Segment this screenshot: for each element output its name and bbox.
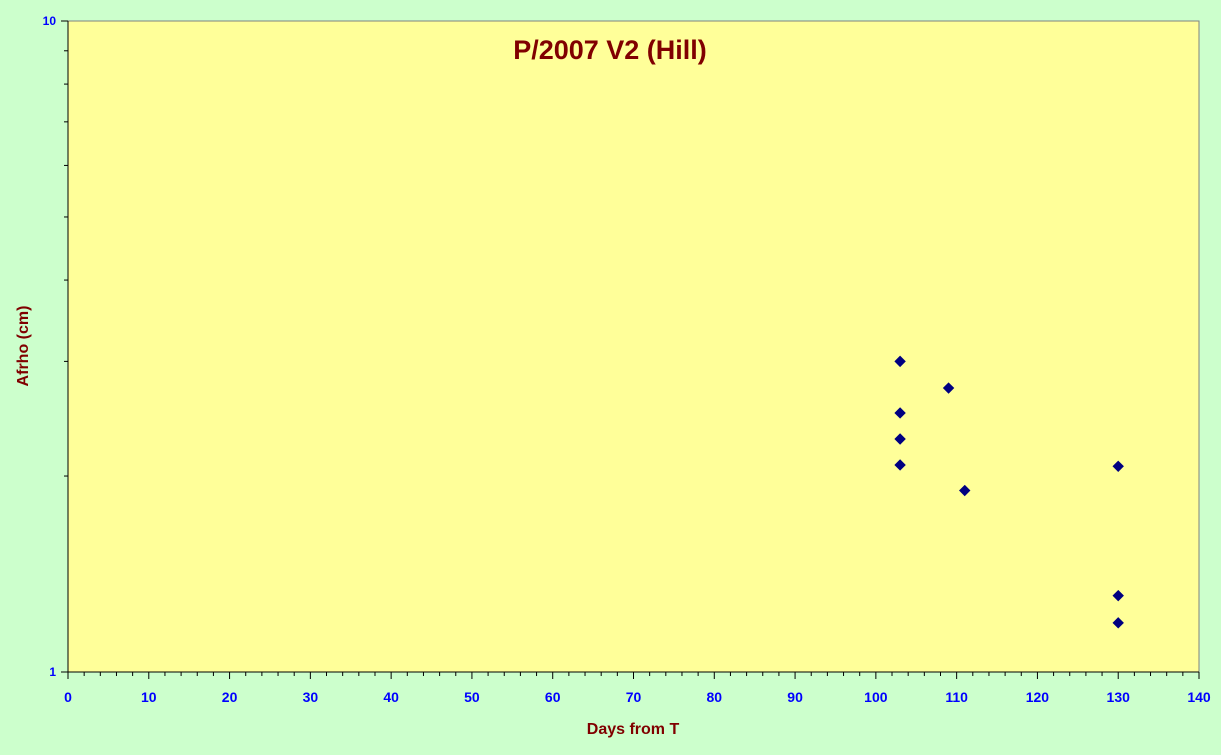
x-tick-label: 70 [626, 689, 642, 705]
x-axis-label: Days from T [587, 721, 680, 738]
x-tick-label: 100 [864, 689, 888, 705]
x-tick-label: 30 [303, 689, 319, 705]
plot-area [67, 20, 1200, 673]
x-tick-label: 90 [787, 689, 803, 705]
data-points [894, 355, 1124, 629]
data-point [959, 484, 971, 497]
x-tick-label: 140 [1187, 689, 1211, 705]
x-tick-label: 50 [464, 689, 480, 705]
data-point [894, 459, 906, 471]
data-point [1112, 589, 1124, 602]
data-point [894, 433, 906, 445]
y-axis-label: Afrho (cm) [15, 306, 32, 387]
x-axis: 0 10 20 30 40 50 60 70 80 90 100 110 120 130 140 [64, 671, 1211, 705]
x-tick-label: 130 [1107, 689, 1131, 705]
data-point [1112, 617, 1124, 629]
x-tick-label: 60 [545, 689, 561, 705]
x-tick-label: 0 [64, 689, 72, 705]
x-tick-label: 20 [222, 689, 238, 705]
x-tick-label: 10 [141, 689, 157, 705]
y-tick-label: 1 [49, 665, 56, 679]
y-tick-label: 10 [43, 14, 57, 28]
chart-title: P/2007 V2 (Hill) [513, 35, 707, 65]
data-point [894, 407, 906, 419]
x-tick-label: 80 [706, 689, 722, 705]
x-tick-label: 40 [383, 689, 399, 705]
data-point [1112, 460, 1124, 473]
data-point [894, 355, 906, 368]
x-tick-label: 120 [1026, 689, 1050, 705]
x-tick-label: 110 [945, 689, 968, 705]
y-axis: 1 10 [43, 14, 69, 679]
data-point [942, 382, 955, 394]
